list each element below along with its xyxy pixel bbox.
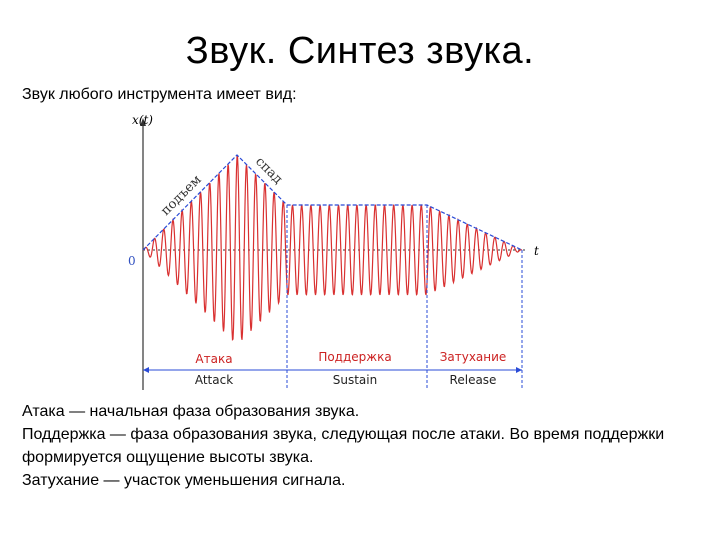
adsr-diagram: x(t) t 0 подъем спад Атака Attack Поддер… <box>128 113 539 390</box>
stage-release-ru: Затухание <box>440 350 507 364</box>
slide-title: Звук. Синтез звука. <box>185 30 535 72</box>
span-arrow-right <box>516 367 522 373</box>
y-axis-label: x(t) <box>132 113 153 127</box>
description-sustain: Поддержка — фаза образования звука, след… <box>22 426 665 466</box>
stage-attack-en: Attack <box>195 373 233 387</box>
stage-release-en: Release <box>450 373 497 387</box>
x-axis-label: t <box>534 244 539 258</box>
y-axis-arrow <box>140 118 146 126</box>
origin-label: 0 <box>128 254 136 268</box>
fall-label: спад <box>252 154 285 187</box>
description-block: Атака — начальная фаза образования звука… <box>22 400 702 492</box>
span-arrow-left <box>143 367 149 373</box>
stage-sustain-en: Sustain <box>333 373 377 387</box>
stage-attack-ru: Атака <box>195 352 232 366</box>
description-release: Затухание — участок уменьшения сигнала. <box>22 472 346 489</box>
description-attack: Атака — начальная фаза образования звука… <box>22 403 360 420</box>
intro-text: Звук любого инструмента имеет вид: <box>22 86 297 103</box>
stage-sustain-ru: Поддержка <box>318 350 391 364</box>
waveform <box>142 154 523 341</box>
